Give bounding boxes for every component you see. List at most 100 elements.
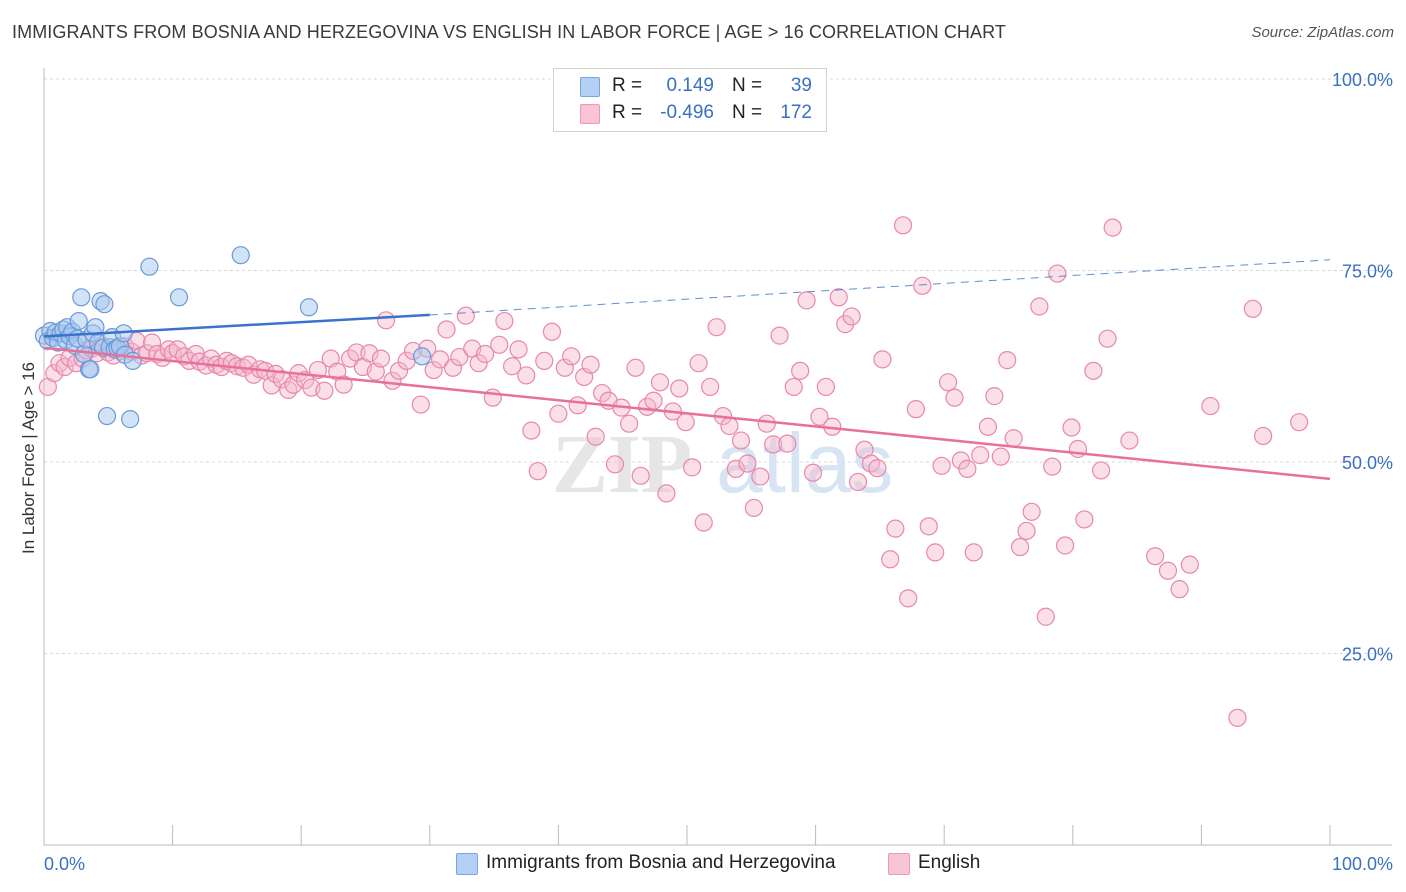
- english-data-point: [631, 466, 650, 485]
- bottom-legend-label: English: [918, 852, 981, 873]
- legend-n-label: N =: [732, 75, 763, 96]
- english-data-point: [784, 377, 803, 397]
- y-axis-label: In Labor Force | Age > 16: [19, 362, 38, 554]
- english-data-point: [757, 414, 776, 433]
- english-data-point: [469, 354, 488, 373]
- english-data-point: [1055, 536, 1075, 555]
- english-data-point: [1043, 457, 1062, 476]
- english-data-point: [791, 361, 810, 380]
- english-data-point: [848, 472, 868, 492]
- english-data-point: [450, 347, 469, 367]
- english-data-point: [334, 375, 353, 394]
- english-data-point: [443, 358, 463, 377]
- bosnia-trend-dashed: [429, 259, 1331, 316]
- english-data-point: [411, 395, 430, 414]
- english-data-point: [670, 379, 689, 398]
- english-data-point: [1180, 555, 1199, 574]
- english-data-point: [503, 357, 522, 376]
- english-data-point: [694, 513, 713, 532]
- english-data-point: [707, 318, 726, 337]
- english-data-point: [842, 307, 861, 326]
- english-data-point: [562, 347, 581, 366]
- correlation-legend: R = 0.149 N = 39 R = -0.496 N = 172: [553, 68, 827, 132]
- english-data-point: [1290, 413, 1309, 432]
- legend-row-english: R = -0.496 N = 172: [554, 101, 826, 127]
- english-data-point: [797, 291, 816, 310]
- english-data-point: [1030, 297, 1049, 316]
- english-data-point: [971, 446, 990, 465]
- english-data-point: [816, 377, 835, 397]
- english-data-point: [873, 350, 892, 369]
- english-data-point: [1075, 510, 1094, 529]
- english-data-point: [1228, 708, 1247, 727]
- english-data-point: [1120, 431, 1139, 450]
- english-data-point: [522, 421, 541, 440]
- english-data-point: [803, 463, 823, 482]
- english-data-point: [490, 335, 509, 354]
- legend-r-label: R =: [612, 75, 643, 96]
- bosnia-data-point: [140, 257, 159, 276]
- y-tick-label: 100.0%: [1332, 70, 1393, 90]
- y-tick-label: 75.0%: [1342, 262, 1393, 282]
- english-data-point: [456, 306, 475, 325]
- english-data-point: [542, 322, 562, 341]
- english-data-point: [517, 366, 536, 385]
- bosnia-trend-line: [43, 313, 430, 338]
- english-data-point: [919, 517, 938, 536]
- bosnia-data-point: [412, 347, 432, 366]
- bosnia-data-point: [97, 406, 117, 426]
- legend-r-value: -0.496: [660, 102, 714, 123]
- english-data-point: [913, 276, 932, 295]
- english-data-point: [1084, 361, 1103, 380]
- legend-row-bosnia: R = 0.149 N = 39: [554, 74, 826, 100]
- english-data-point: [932, 456, 951, 475]
- bosnia-data-point: [69, 311, 88, 331]
- trend-lines: [43, 259, 1331, 481]
- english-data-point: [683, 458, 702, 477]
- english-data-point: [644, 391, 663, 410]
- english-data-point: [437, 320, 456, 339]
- legend-n-value: 172: [780, 102, 812, 123]
- english-data-point: [764, 435, 783, 454]
- bosnia-data-point: [169, 288, 189, 307]
- english-data-point: [751, 467, 770, 486]
- english-data-point: [810, 407, 829, 426]
- english-data-point: [1048, 264, 1067, 283]
- english-data-point: [689, 354, 708, 373]
- english-data-point: [1004, 429, 1023, 448]
- english-data-point: [555, 358, 574, 377]
- bosnia-data-point: [231, 246, 250, 265]
- english-data-point: [726, 459, 745, 478]
- english-data-point: [938, 373, 958, 392]
- english-data-point: [605, 455, 625, 474]
- english-data-point: [720, 416, 739, 436]
- english-data-point: [964, 543, 983, 562]
- bosnia-data-point: [121, 410, 140, 429]
- bottom-legend-label: Immigrants from Bosnia and Herzegovina: [486, 852, 836, 873]
- english-data-point: [279, 380, 298, 400]
- english-data-point: [1062, 418, 1081, 437]
- english-data-point: [483, 388, 502, 407]
- english-data-point: [284, 375, 303, 394]
- english-data-point: [262, 376, 281, 395]
- english-data-point: [770, 326, 789, 345]
- chart-title: IMMIGRANTS FROM BOSNIA AND HERZEGOVINA V…: [12, 22, 1006, 42]
- legend-swatch-blue: [580, 77, 600, 97]
- english-data-point: [586, 427, 605, 446]
- english-data-point: [744, 498, 763, 518]
- english-data-point: [893, 216, 913, 235]
- english-data-point: [1036, 607, 1055, 626]
- english-trend-line: [43, 346, 1331, 481]
- english-data-point: [886, 519, 905, 538]
- bosnia-data-point: [72, 288, 91, 307]
- english-data-point: [731, 431, 751, 450]
- legend-n-value: 39: [790, 75, 812, 96]
- english-data-point: [424, 360, 443, 380]
- english-data-point: [495, 311, 514, 331]
- y-tick-label: 25.0%: [1342, 645, 1393, 665]
- watermark-zip: ZIP: [552, 418, 692, 511]
- english-data-point: [389, 361, 409, 380]
- english-data-point: [1243, 299, 1262, 318]
- english-data-point: [475, 344, 495, 364]
